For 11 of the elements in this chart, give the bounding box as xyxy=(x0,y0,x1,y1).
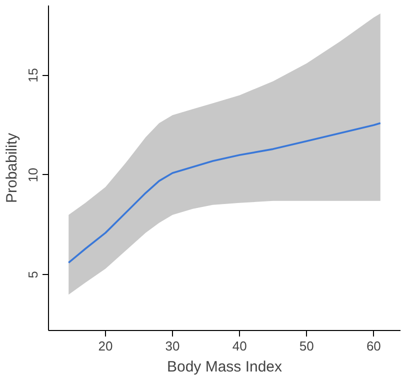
y-tick-label: 15 xyxy=(26,68,40,83)
x-tick-label: 20 xyxy=(98,338,113,354)
x-tick-label: 50 xyxy=(299,338,314,354)
y-tick-label: 5 xyxy=(26,271,40,278)
x-tick-label: 30 xyxy=(165,338,180,354)
x-tick-label: 40 xyxy=(232,338,247,354)
x-axis-title: Body Mass Index xyxy=(166,358,283,376)
y-tick-label: 10 xyxy=(26,168,40,182)
y-axis-title: Probability xyxy=(4,132,20,204)
x-tick-label: 60 xyxy=(366,338,381,354)
line-series xyxy=(68,122,382,264)
